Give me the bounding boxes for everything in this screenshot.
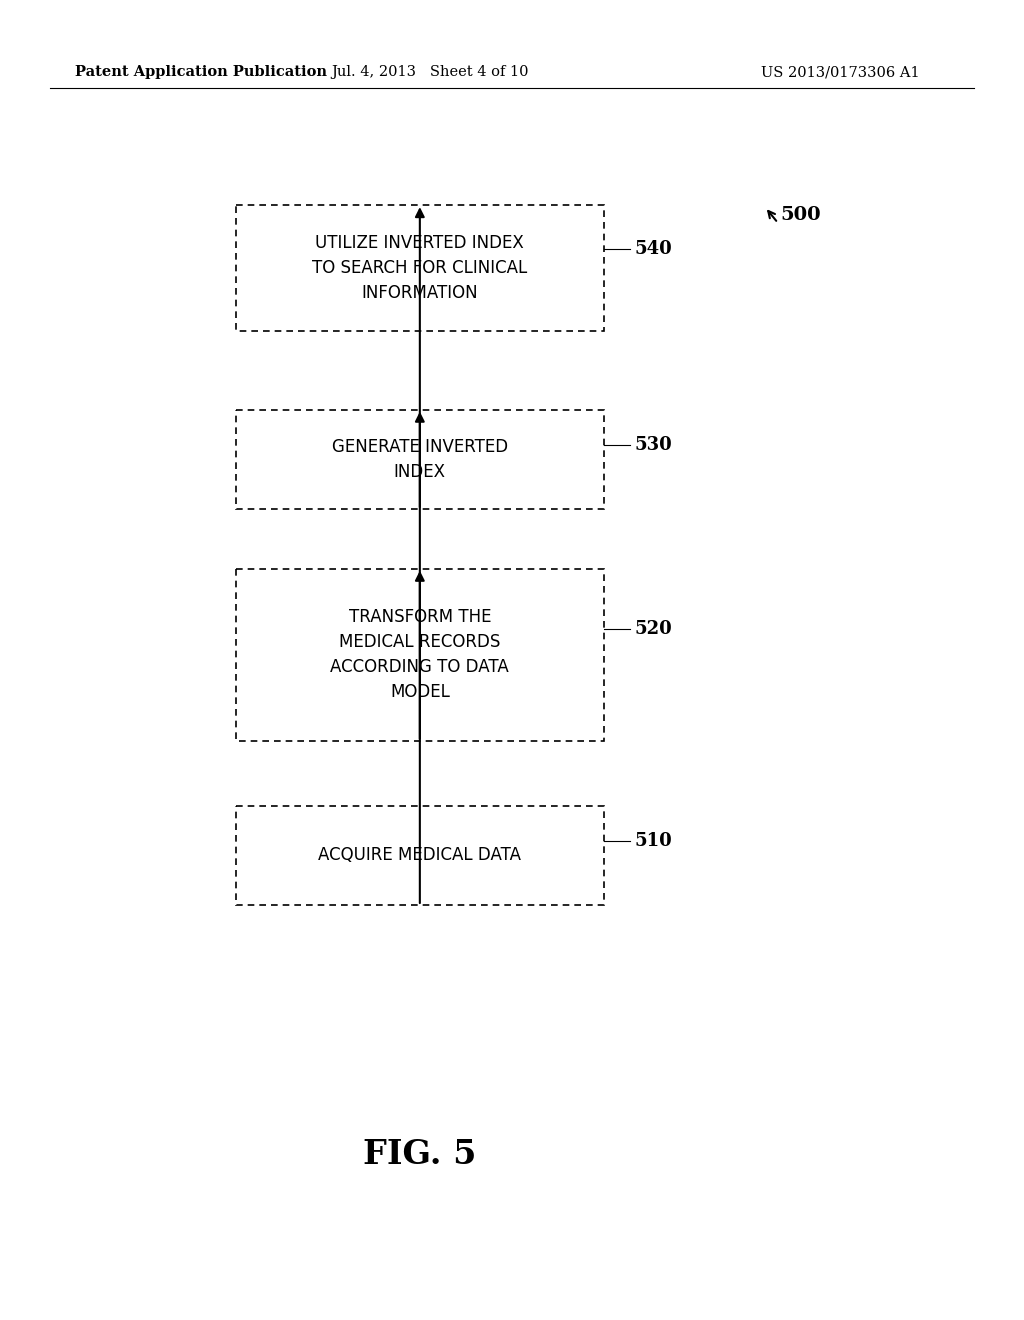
- Bar: [236, 569, 604, 741]
- Text: FIG. 5: FIG. 5: [364, 1138, 476, 1172]
- Bar: [236, 805, 604, 906]
- Text: TRANSFORM THE
MEDICAL RECORDS
ACCORDING TO DATA
MODEL: TRANSFORM THE MEDICAL RECORDS ACCORDING …: [331, 609, 509, 701]
- Text: US 2013/0173306 A1: US 2013/0173306 A1: [762, 65, 920, 79]
- Text: 500: 500: [780, 206, 820, 224]
- Text: GENERATE INVERTED
INDEX: GENERATE INVERTED INDEX: [332, 438, 508, 480]
- Text: 530: 530: [634, 436, 672, 454]
- Bar: [236, 409, 604, 508]
- Text: 520: 520: [634, 620, 672, 638]
- Text: ACQUIRE MEDICAL DATA: ACQUIRE MEDICAL DATA: [318, 846, 521, 865]
- Text: 540: 540: [634, 240, 672, 259]
- Text: 510: 510: [634, 832, 672, 850]
- Text: Jul. 4, 2013   Sheet 4 of 10: Jul. 4, 2013 Sheet 4 of 10: [331, 65, 528, 79]
- Text: Patent Application Publication: Patent Application Publication: [75, 65, 327, 79]
- Bar: [236, 205, 604, 331]
- Text: UTILIZE INVERTED INDEX
TO SEARCH FOR CLINICAL
INFORMATION: UTILIZE INVERTED INDEX TO SEARCH FOR CLI…: [312, 234, 527, 302]
